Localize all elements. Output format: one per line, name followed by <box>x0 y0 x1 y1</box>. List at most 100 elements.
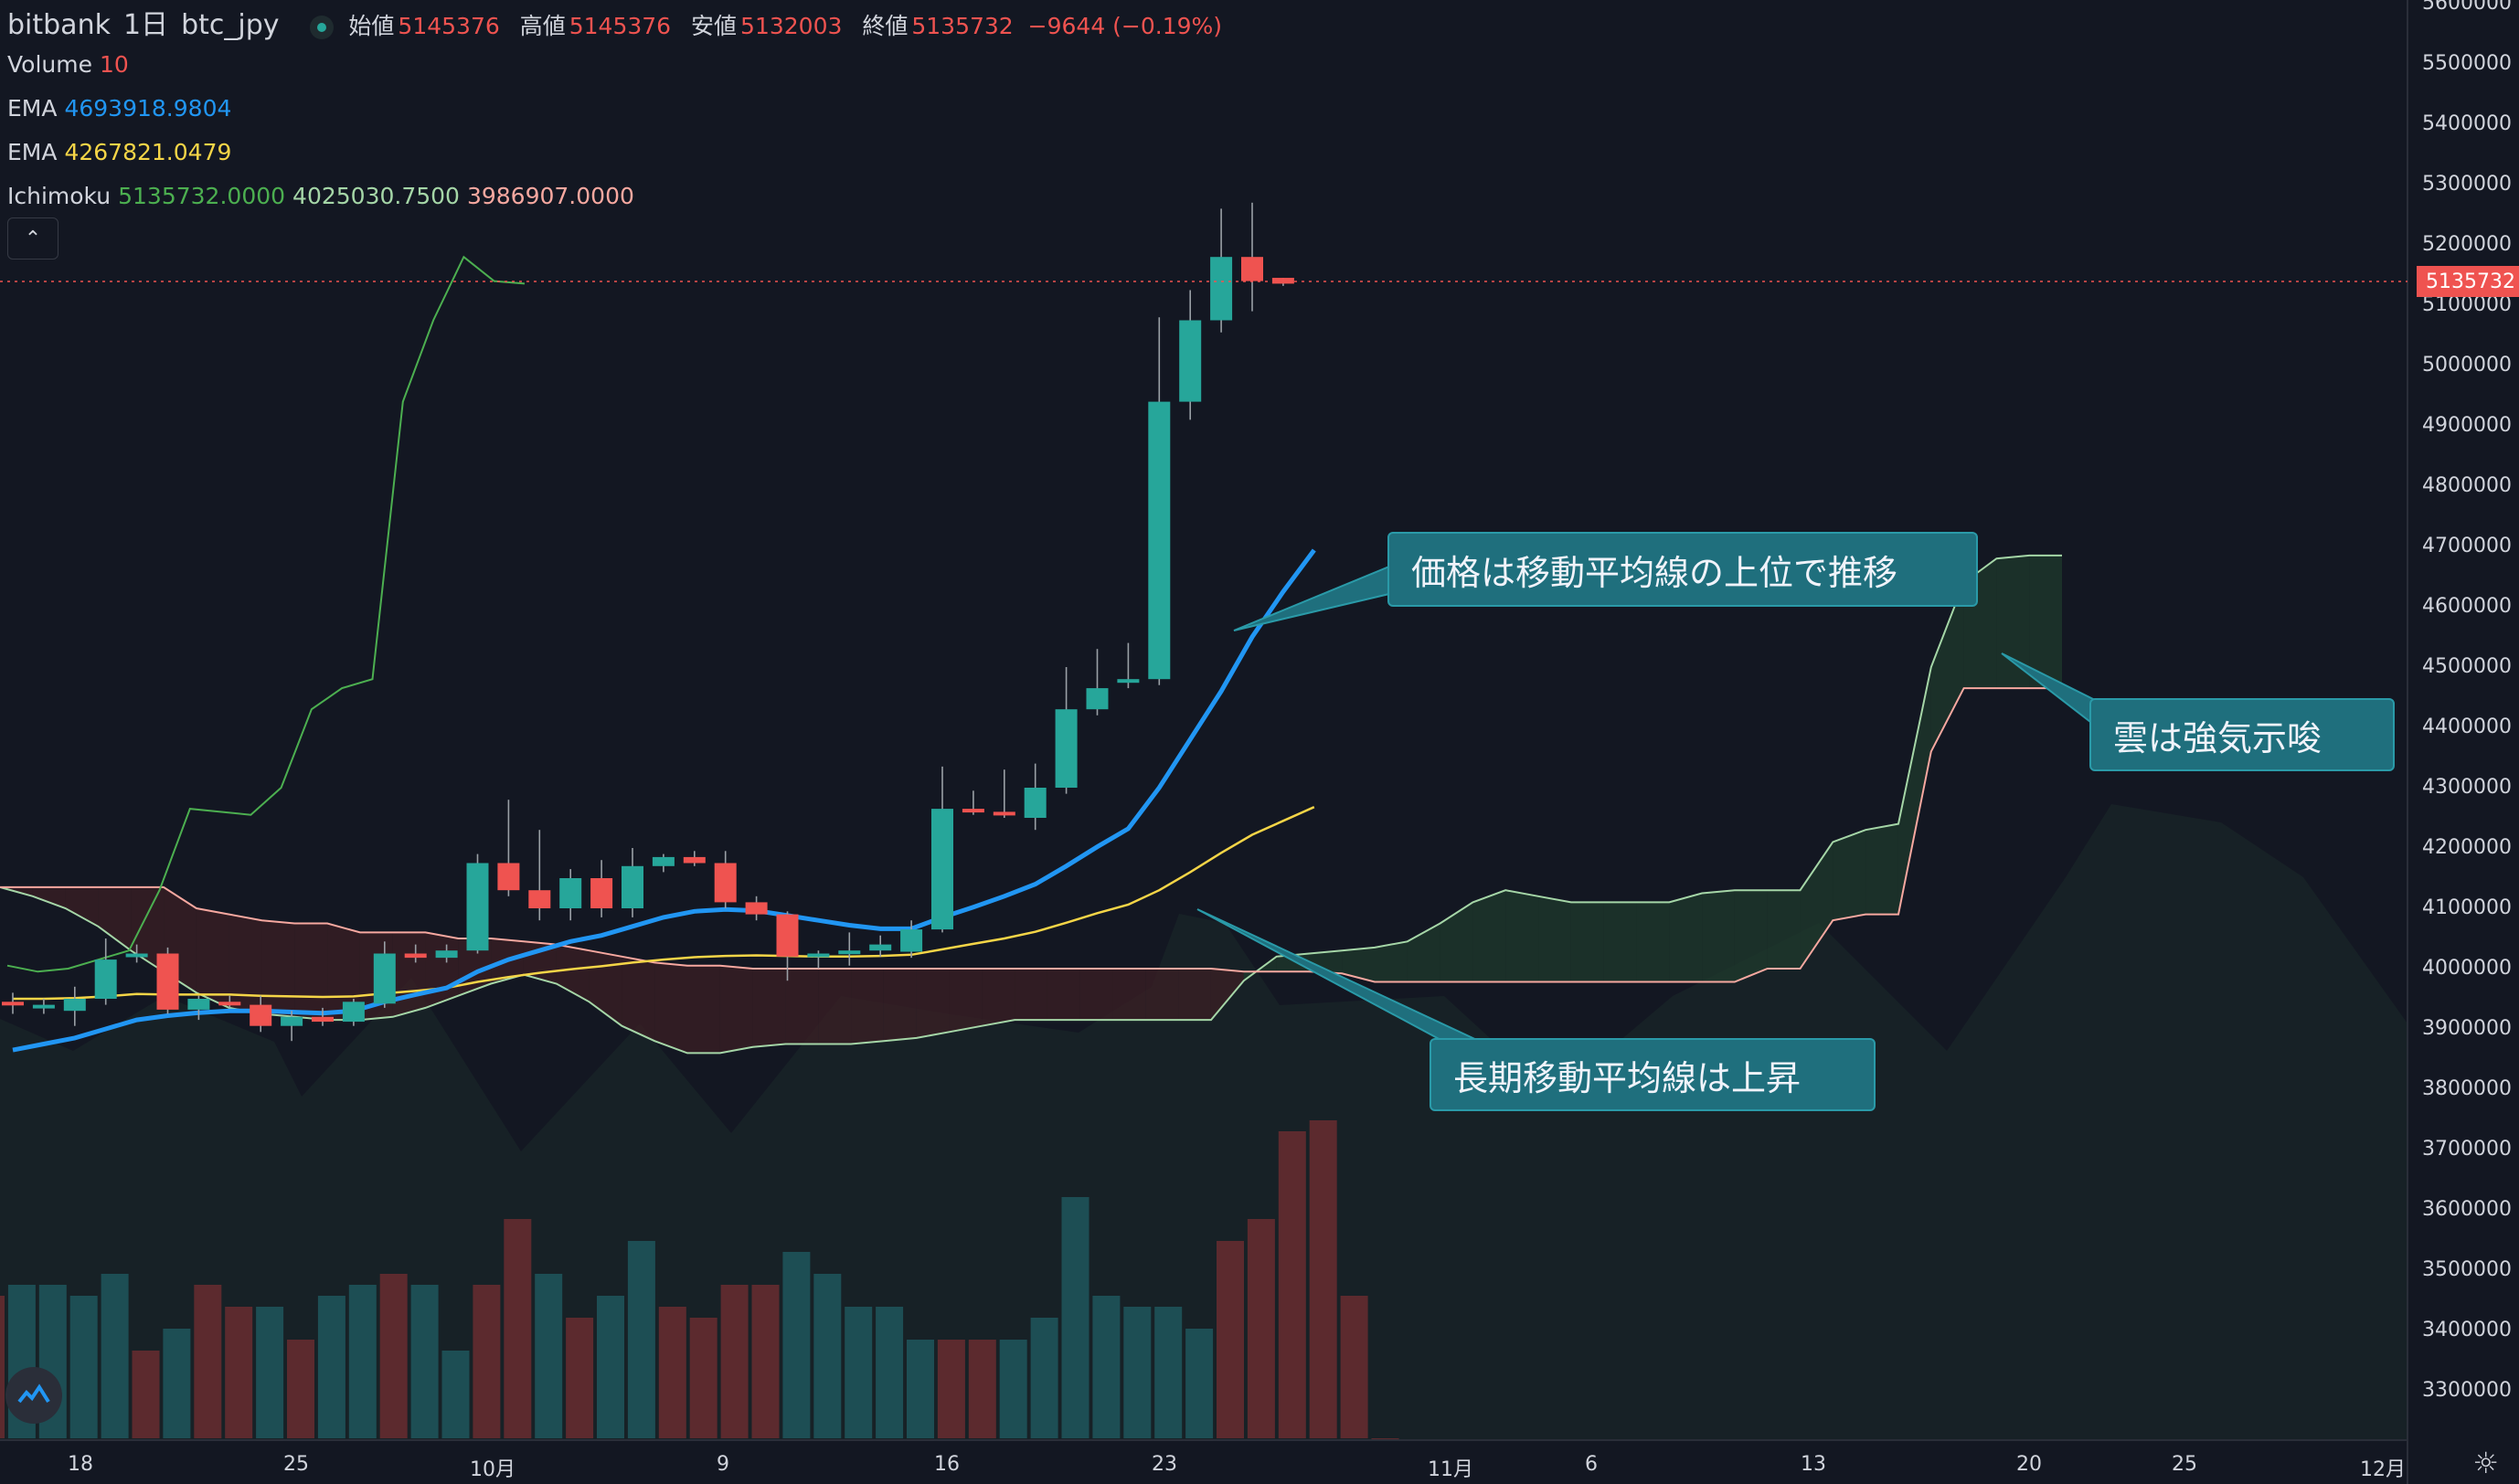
time-tick-label: 23 <box>1152 1453 1177 1476</box>
volume-bar <box>658 1307 686 1438</box>
volume-bar <box>968 1340 996 1438</box>
cloud-segment <box>1897 667 1931 915</box>
ichimoku-value-3: 3986907.0000 <box>466 183 634 209</box>
annotation-text-2: 雲は強気示唆 <box>2113 717 2322 758</box>
candle-body <box>1210 257 1233 321</box>
candle-body <box>1086 688 1109 710</box>
volume-legend[interactable]: Volume 10 <box>7 51 136 78</box>
price-tick-label: 5500000 <box>2422 52 2512 75</box>
cloud-segment <box>294 923 328 1021</box>
volume-bar <box>101 1274 129 1438</box>
cloud-segment <box>1865 823 1898 915</box>
cloud-segment <box>622 956 655 1042</box>
volume-bar <box>1185 1329 1214 1438</box>
ichimoku-legend[interactable]: Ichimoku 5135732.0000 4025030.7500 3986907.… <box>7 183 642 209</box>
tradingview-logo[interactable] <box>5 1367 62 1424</box>
annotation-long-ma-rising[interactable]: 長期移動平均線は上昇 <box>1430 1038 1876 1111</box>
time-tick-label: 9 <box>717 1453 729 1476</box>
candle-body <box>622 865 643 908</box>
cloud-segment <box>883 969 917 1042</box>
symbol-name[interactable]: btc_jpy <box>181 9 280 41</box>
annotation-cloud-bullish[interactable]: 雲は強気示唆 <box>2089 698 2395 771</box>
candle-body <box>962 809 984 813</box>
cloud-segment <box>1178 969 1211 1021</box>
ema-fast-legend[interactable]: EMA 4693918.9804 <box>7 95 239 122</box>
cloud-segment <box>1015 969 1047 1021</box>
cloud-segment <box>1734 890 1768 982</box>
time-tick-label: 18 <box>68 1453 93 1476</box>
settings-gear-icon[interactable]: ☼ <box>2472 1446 2499 1480</box>
ema-slow-label: EMA <box>7 139 58 165</box>
collapse-legend-button[interactable]: ⌃ <box>7 217 58 260</box>
ema-slow-legend[interactable]: EMA 4267821.0479 <box>7 139 239 165</box>
volume-bar <box>1030 1318 1058 1438</box>
close-value: 5135732 <box>911 13 1014 39</box>
cloud-segment <box>1833 830 1866 921</box>
cloud-segment <box>1407 923 1440 982</box>
candle-body <box>63 999 86 1012</box>
candle-body <box>714 863 737 903</box>
cloud-segment <box>392 932 426 1017</box>
time-tick-label: 25 <box>283 1453 309 1476</box>
price-tick-label: 5300000 <box>2422 173 2512 196</box>
volume-bar <box>720 1285 749 1438</box>
candle-body <box>559 878 582 908</box>
cloud-segment <box>1800 842 1833 969</box>
cloud-segment <box>196 908 229 1008</box>
volume-bar <box>1247 1219 1275 1438</box>
volume-bar <box>597 1296 624 1438</box>
cloud-segment <box>785 969 819 1044</box>
price-tick-label: 4100000 <box>2422 896 2512 919</box>
candle-body <box>1148 401 1171 680</box>
volume-bar <box>473 1285 501 1438</box>
candle-body <box>466 863 489 951</box>
price-tick-label: 4200000 <box>2422 836 2512 859</box>
volume-bar <box>689 1318 717 1438</box>
price-tick-label: 3500000 <box>2422 1258 2512 1281</box>
volume-bar <box>256 1307 284 1438</box>
cloud-segment <box>851 969 884 1044</box>
price-tick-label: 3400000 <box>2422 1319 2512 1341</box>
cloud-segment <box>1930 582 1964 752</box>
candle-body <box>125 953 148 958</box>
candle-body <box>281 1016 303 1026</box>
cloud-segment <box>1767 890 1801 969</box>
volume-bar <box>1092 1296 1121 1438</box>
interval-label[interactable]: 1日 <box>122 9 169 41</box>
candle-body <box>776 914 799 957</box>
cloud-segment <box>65 886 99 927</box>
cloud-segment <box>982 969 1015 1026</box>
time-tick-label: 20 <box>2016 1453 2042 1476</box>
open-value: 5145376 <box>398 13 500 39</box>
cloud-segment <box>1112 969 1146 1021</box>
cloud-segment <box>32 886 66 908</box>
ema-slow-line <box>13 806 1315 1001</box>
volume-bar <box>999 1340 1027 1438</box>
volume-bar <box>876 1307 904 1438</box>
volume-bar <box>1340 1296 1368 1438</box>
price-tick-label: 4400000 <box>2422 716 2512 738</box>
chikou-span-line <box>6 255 526 973</box>
candle-body <box>373 953 396 1004</box>
volume-bar <box>132 1351 160 1438</box>
volume-bar <box>751 1285 780 1438</box>
volume-shade-area <box>0 804 2407 1440</box>
time-tick-label: 16 <box>934 1453 960 1476</box>
ichimoku-value-2: 4025030.7500 <box>292 183 460 209</box>
volume-bar <box>225 1307 253 1438</box>
candle-body <box>1024 788 1047 818</box>
annotation-price-above-ma[interactable]: 価格は移動平均線の上位で推移 <box>1387 532 1978 607</box>
cloud-segment <box>916 969 950 1038</box>
cloud-segment <box>1538 896 1571 982</box>
time-tick-label: 13 <box>1801 1453 1826 1476</box>
price-tick-label: 4300000 <box>2422 776 2512 799</box>
time-tick-label: 25 <box>2172 1453 2197 1476</box>
candle-body <box>528 890 551 908</box>
candle-body <box>807 953 830 958</box>
candle-body <box>404 953 427 959</box>
price-tick-label: 4000000 <box>2422 957 2512 980</box>
exchange-name[interactable]: bitbank <box>7 9 111 41</box>
annotation-text-1: 価格は移動平均線の上位で推移 <box>1411 552 1898 593</box>
cloud-segment <box>1472 890 1506 982</box>
